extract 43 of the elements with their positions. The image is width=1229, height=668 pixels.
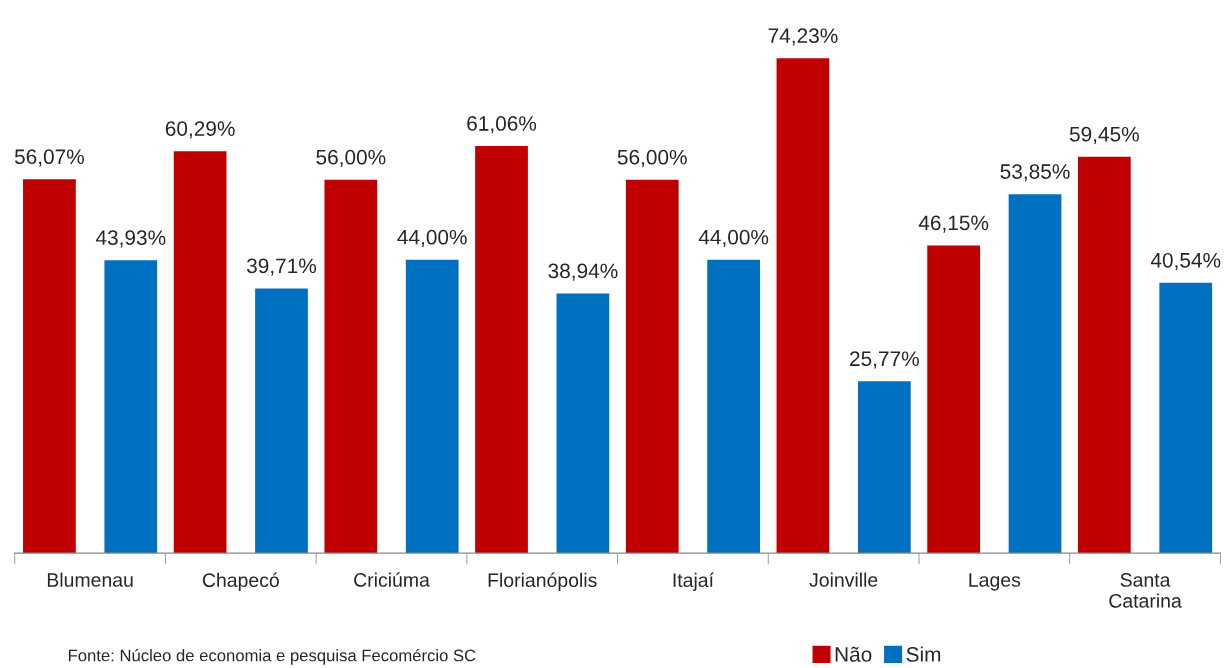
bar	[1008, 194, 1062, 554]
data-label: 40,54%	[1150, 252, 1221, 271]
data-label: 61,06%	[467, 116, 537, 134]
bar	[173, 151, 227, 554]
bar	[405, 259, 459, 554]
data-label: 56,00%	[316, 149, 386, 168]
data-label: 44,00%	[698, 229, 769, 248]
x-tick-label: Joinville	[809, 572, 878, 587]
data-label: 44,00%	[397, 229, 467, 248]
data-label: 38,94%	[548, 263, 618, 281]
bar	[776, 58, 830, 554]
data-label: 56,00%	[617, 149, 687, 168]
x-tick-label: Santa Catarina	[1109, 573, 1182, 608]
bar	[1077, 156, 1131, 554]
bar	[625, 179, 679, 554]
data-label: 74,23%	[768, 28, 838, 46]
data-label: 46,15%	[918, 215, 989, 233]
bar	[23, 179, 76, 554]
data-label: 60,29%	[165, 121, 235, 139]
bar	[927, 245, 981, 554]
data-label: 56,07%	[14, 149, 84, 167]
bar	[707, 259, 760, 554]
data-label: 25,77%	[850, 351, 919, 369]
legend-label: Sim	[906, 646, 941, 662]
x-tick-label: Florianópolis	[488, 572, 597, 591]
bar	[475, 146, 528, 554]
bar	[857, 381, 911, 554]
x-tick-label: Blumenau	[47, 572, 133, 587]
bar	[324, 179, 378, 554]
data-label: 53,85%	[1000, 164, 1070, 182]
x-tick-label: Lages	[969, 573, 1021, 591]
x-tick-label: Itajaí	[673, 572, 714, 591]
x-tick-label: Criciúma	[354, 572, 430, 587]
x-tick-label: Chapecó	[202, 572, 279, 591]
data-label: 43,93%	[95, 230, 166, 248]
bar	[255, 288, 308, 554]
bar	[104, 260, 158, 554]
data-label: 39,71%	[246, 258, 317, 276]
source-note: Fonte: Núcleo de economia e pesquisa Fecomércio SC	[68, 648, 476, 665]
legend-label: Não	[835, 646, 872, 662]
bar	[1159, 282, 1213, 554]
bar	[556, 293, 610, 554]
data-label: 59,45%	[1069, 126, 1139, 145]
